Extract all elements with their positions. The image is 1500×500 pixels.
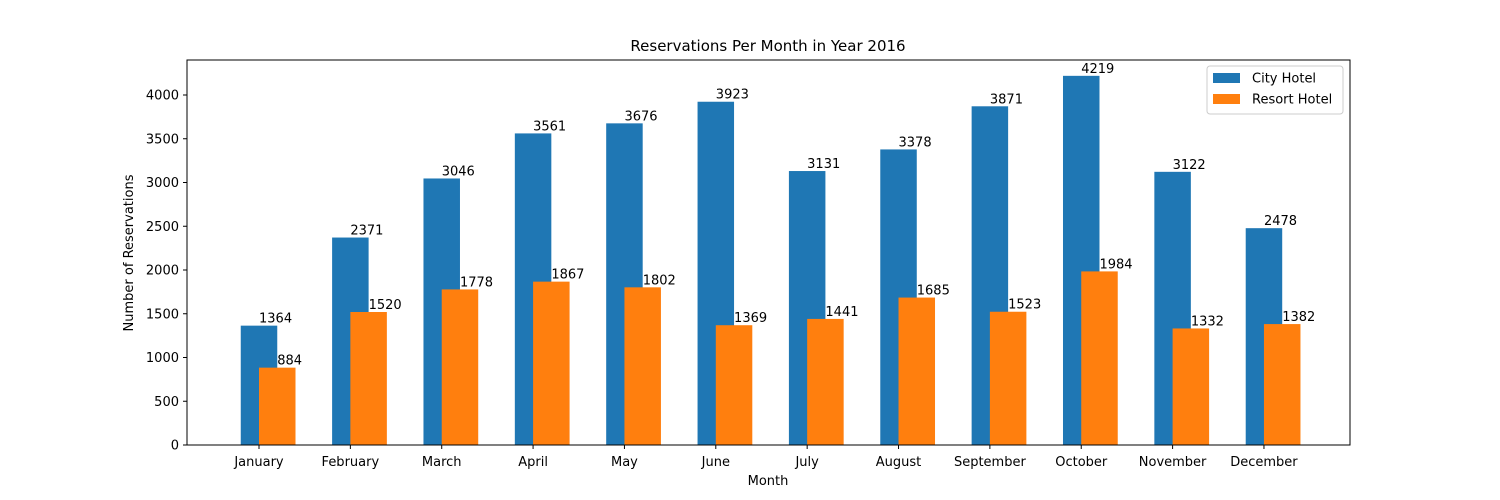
x-axis-label: Month	[748, 474, 789, 489]
data-label-resort-august: 1685	[917, 284, 950, 299]
bars-layer	[240, 75, 1301, 446]
bar-resort-february	[350, 312, 387, 445]
data-label-resort-march: 1778	[460, 275, 493, 290]
y-tick-label: 2000	[146, 264, 179, 279]
data-label-city-october: 4219	[1081, 62, 1114, 77]
x-tick-label: May	[611, 455, 638, 470]
bar-resort-september	[989, 311, 1027, 445]
data-label-resort-january: 884	[277, 354, 302, 369]
y-tick-label: 0	[171, 439, 179, 454]
y-tick-label: 2500	[146, 220, 179, 235]
x-tick-label: June	[701, 455, 730, 470]
data-labels-layer: 1364 884 2371 1520 3046 1778 3561 1867 3676 1802 3…	[259, 62, 1315, 369]
x-tick-label: February	[322, 455, 380, 470]
plot-frame	[186, 59, 1351, 446]
data-label-resort-may: 1802	[643, 273, 676, 288]
data-label-city-april: 3561	[533, 119, 566, 134]
data-label-city-august: 3378	[899, 135, 932, 150]
data-label-city-november: 3122	[1173, 158, 1206, 173]
x-tick-label: August	[876, 455, 922, 470]
y-tick-label: 3500	[146, 132, 179, 147]
x-axis: January February March April May June July Augu…	[233, 445, 1298, 470]
bar-resort-october	[1081, 271, 1118, 445]
data-label-resort-february: 1520	[369, 298, 402, 313]
data-label-resort-october: 1984	[1099, 257, 1132, 272]
x-tick-label: January	[233, 455, 284, 470]
legend-box	[1206, 65, 1344, 115]
legend-swatch-resort	[1213, 94, 1240, 104]
bar-resort-november	[1172, 328, 1210, 445]
y-tick-label: 3000	[146, 176, 179, 191]
y-tick-label: 500	[154, 395, 179, 410]
data-label-resort-december: 1382	[1282, 310, 1315, 325]
data-label-city-september: 3871	[990, 92, 1023, 107]
data-label-city-june: 3923	[716, 88, 749, 103]
x-tick-label: March	[422, 455, 462, 470]
chart-title: Reservations Per Month in Year 2016	[630, 37, 905, 55]
data-label-resort-july: 1441	[825, 305, 858, 320]
legend-swatch-city	[1213, 73, 1240, 83]
bar-resort-august	[898, 297, 936, 445]
x-tick-label: December	[1230, 455, 1298, 470]
y-tick-label: 1500	[146, 307, 179, 322]
data-label-city-december: 2478	[1264, 214, 1297, 229]
y-tick-label: 4000	[146, 89, 179, 104]
data-label-city-march: 3046	[442, 164, 475, 179]
bar-resort-june	[715, 325, 753, 445]
y-axis: 0 500 1000 1500 2000 2500 3000 3500 4000	[146, 89, 187, 454]
data-label-city-may: 3676	[624, 109, 657, 124]
legend-label-city: City Hotel	[1252, 72, 1316, 87]
bar-resort-may	[624, 287, 661, 445]
bar-resort-december	[1263, 324, 1301, 445]
bar-resort-january	[259, 367, 296, 445]
x-tick-label: July	[794, 455, 819, 470]
y-tick-label: 1000	[146, 351, 179, 366]
x-tick-label: April	[518, 455, 548, 470]
data-label-city-january: 1364	[259, 312, 292, 327]
data-label-city-february: 2371	[350, 224, 383, 239]
y-axis-label: Number of Reservations	[122, 174, 137, 331]
data-label-resort-september: 1523	[1008, 298, 1041, 313]
x-tick-label: October	[1055, 455, 1108, 470]
data-label-resort-april: 1867	[551, 268, 584, 283]
x-tick-label: November	[1139, 455, 1207, 470]
bar-resort-july	[807, 318, 844, 445]
bar-resort-april	[533, 281, 570, 445]
data-label-city-july: 3131	[807, 157, 840, 172]
data-label-resort-june: 1369	[734, 311, 767, 326]
x-tick-label: September	[954, 455, 1027, 470]
bar-resort-march	[441, 289, 479, 445]
legend-label-resort: Resort Hotel	[1252, 93, 1332, 108]
data-label-resort-november: 1332	[1191, 314, 1224, 329]
legend: City Hotel Resort Hotel	[1206, 65, 1344, 115]
